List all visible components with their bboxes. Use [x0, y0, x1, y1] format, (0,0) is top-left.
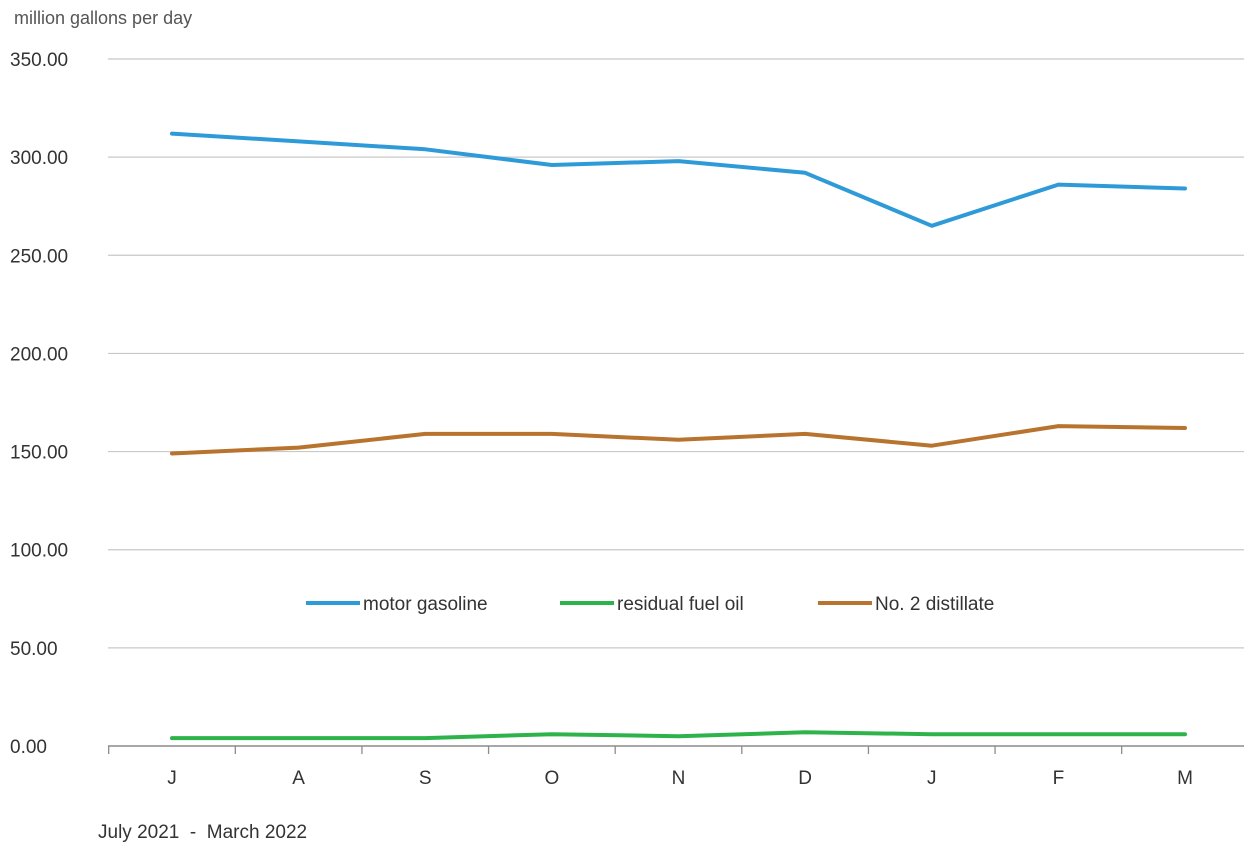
- x-tick-label: O: [544, 768, 559, 789]
- y-tick-label: 200.00: [10, 344, 68, 365]
- y-tick-label: 250.00: [10, 246, 68, 267]
- y-tick-label: 150.00: [10, 443, 68, 464]
- x-tick-label: S: [419, 768, 432, 789]
- series-line-0: [170, 131, 1187, 228]
- y-unit-label: million gallons per day: [14, 8, 192, 28]
- x-tick-label: N: [672, 768, 686, 789]
- legend: motor gasoline residual fuel oil No. 2 dis…: [306, 594, 994, 615]
- x-tick-label: J: [167, 768, 177, 789]
- series-lines: [170, 131, 1187, 741]
- x-tick-label: J: [927, 768, 937, 789]
- series-line-1: [170, 730, 1187, 741]
- y-tick-label: 0.00: [10, 737, 47, 758]
- x-tick-label: A: [292, 768, 305, 789]
- y-axis-ticks: 0.00 50.00 100.00 150.00 200.00 250.00 300.00 3…: [10, 50, 68, 758]
- legend-label: motor gasoline: [363, 594, 488, 615]
- date-range-label: July 2021 - March 2022: [98, 822, 307, 843]
- legend-label: residual fuel oil: [617, 594, 744, 615]
- y-tick-label: 300.00: [10, 148, 68, 169]
- x-tick-label: F: [1053, 768, 1065, 789]
- x-tick-label: D: [798, 768, 812, 789]
- y-tick-label: 100.00: [10, 541, 68, 562]
- y-tick-label: 350.00: [10, 50, 68, 71]
- legend-label: No. 2 distillate: [875, 594, 994, 615]
- series-line-2: [170, 424, 1187, 456]
- y-tick-label: 50.00: [10, 639, 58, 660]
- gridlines: [108, 58, 1244, 649]
- x-tick-label: M: [1177, 768, 1193, 789]
